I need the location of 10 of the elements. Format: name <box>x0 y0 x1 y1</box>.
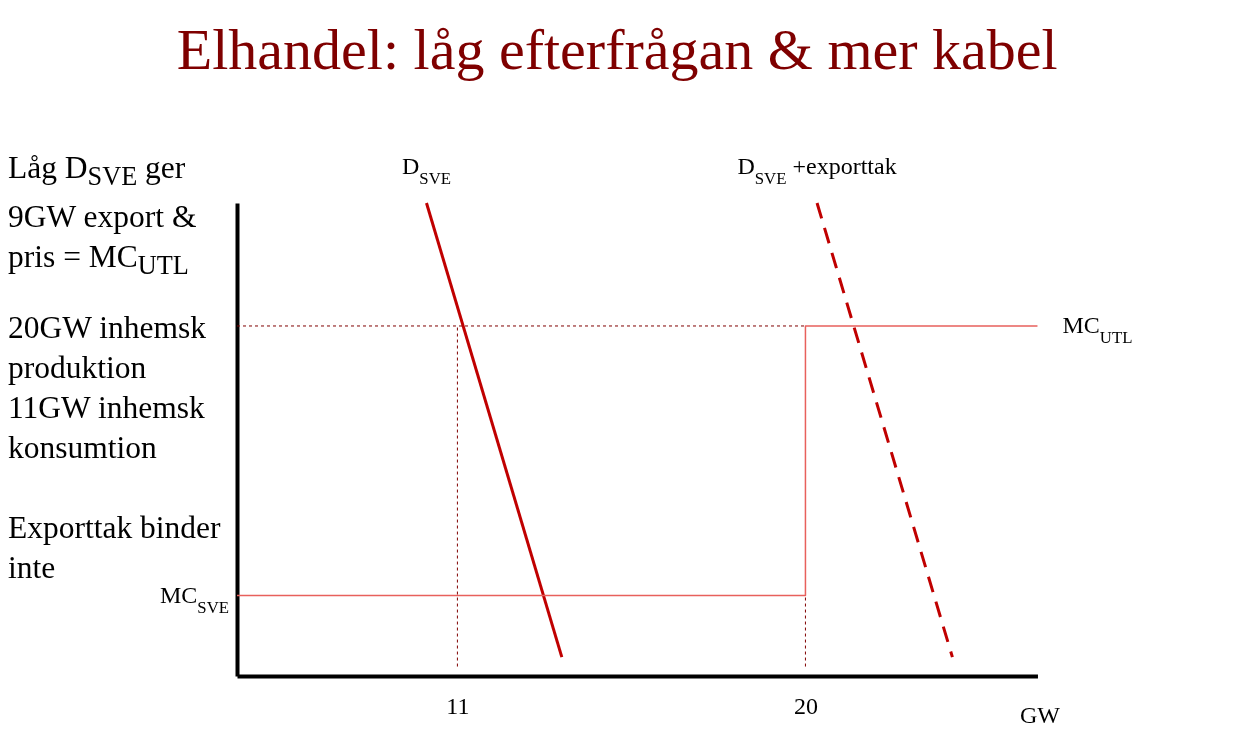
text: 20GW inhemsk produktion <box>8 309 208 387</box>
text: 11GW inhemsk konsumtion <box>8 389 206 467</box>
text: Låg D$_{SVE}$ ger 9GW export & pris = MC$_{UTL}$ <box>8 149 198 283</box>
x-axis-title: GW <box>1019 701 1061 728</box>
series-label: D$_{SVE}$ +exporttak <box>737 153 897 188</box>
chart-title: Elhandel: låg efterfrågan & mer kabel <box>176 17 1058 82</box>
x-tick-label: 20 <box>793 692 818 719</box>
series-label: D$_{SVE}$ <box>401 153 452 188</box>
annotation: MC$_{UTL}$ <box>1062 311 1133 347</box>
x-tick-label: 11 <box>446 692 470 719</box>
